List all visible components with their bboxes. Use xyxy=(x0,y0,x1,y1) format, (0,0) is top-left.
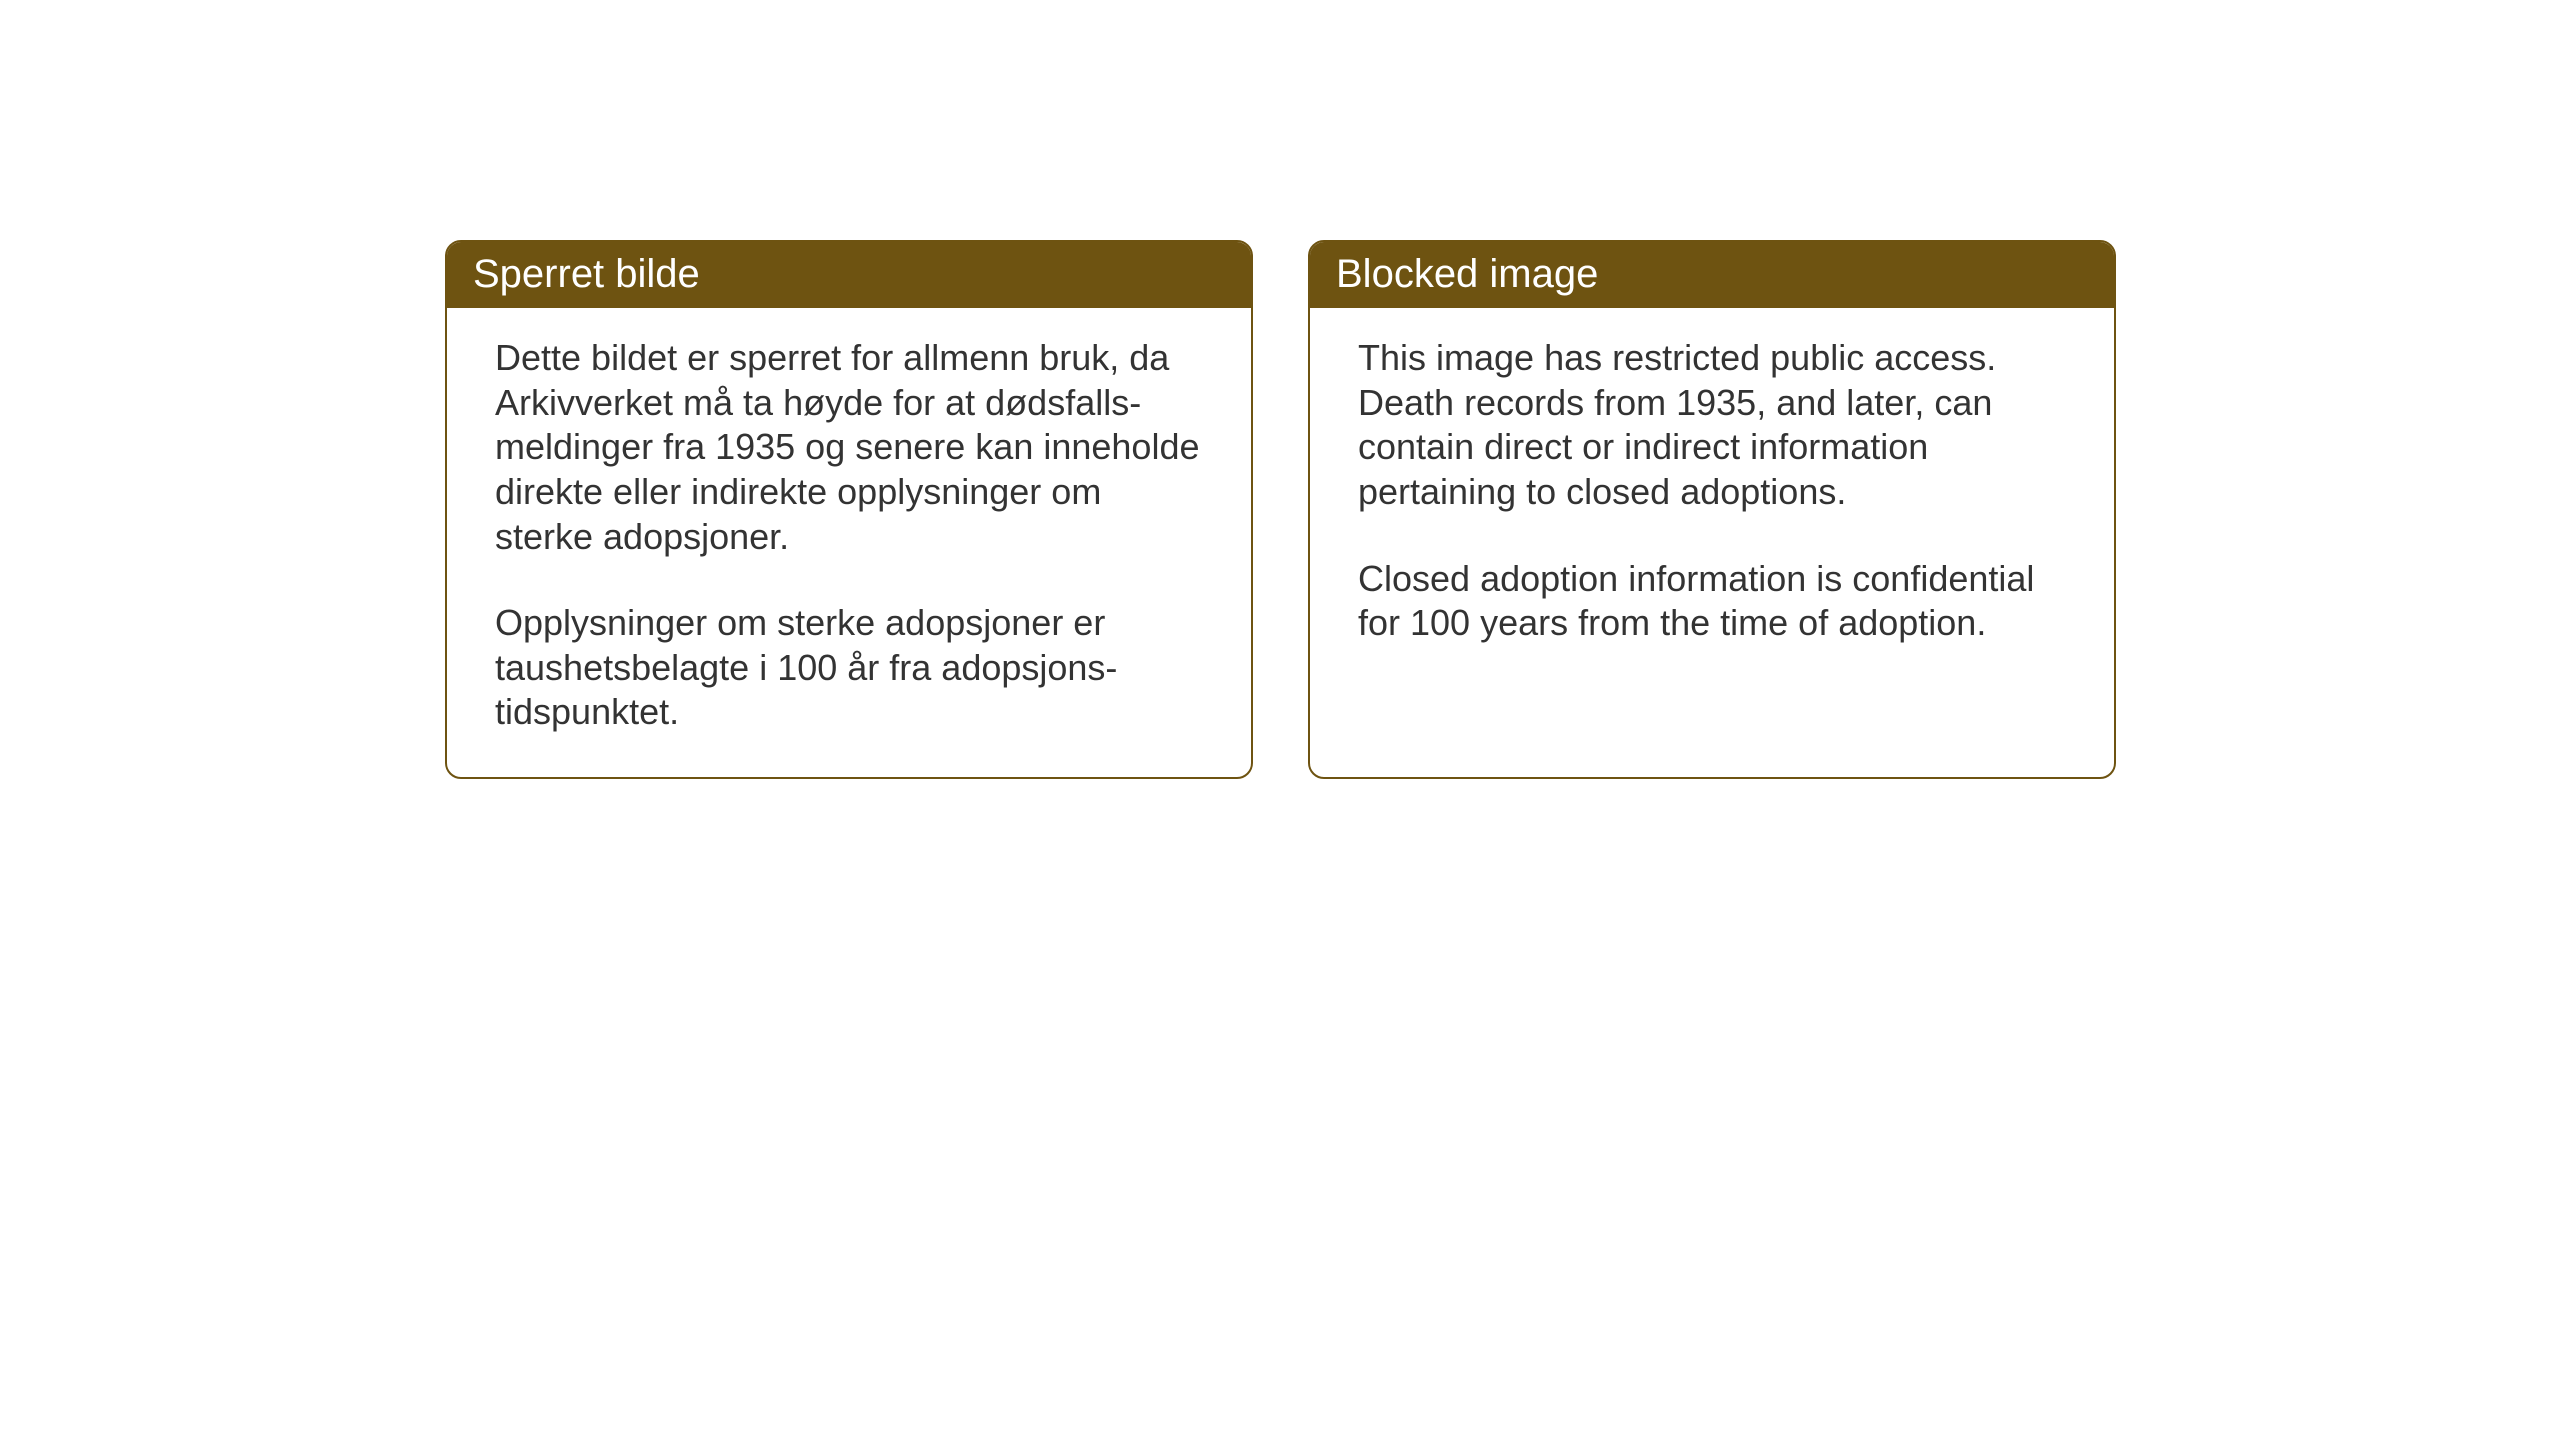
notice-title-english: Blocked image xyxy=(1310,242,2114,308)
notice-paragraph: Closed adoption information is confident… xyxy=(1358,557,2066,646)
notice-body-english: This image has restricted public access.… xyxy=(1310,308,2114,777)
notice-paragraph: Dette bildet er sperret for allmenn bruk… xyxy=(495,336,1203,559)
notice-container: Sperret bilde Dette bildet er sperret fo… xyxy=(445,240,2116,779)
notice-title-norwegian: Sperret bilde xyxy=(447,242,1251,308)
notice-card-norwegian: Sperret bilde Dette bildet er sperret fo… xyxy=(445,240,1253,779)
notice-body-norwegian: Dette bildet er sperret for allmenn bruk… xyxy=(447,308,1251,777)
notice-card-english: Blocked image This image has restricted … xyxy=(1308,240,2116,779)
notice-paragraph: This image has restricted public access.… xyxy=(1358,336,2066,515)
notice-paragraph: Opplysninger om sterke adopsjoner er tau… xyxy=(495,601,1203,735)
